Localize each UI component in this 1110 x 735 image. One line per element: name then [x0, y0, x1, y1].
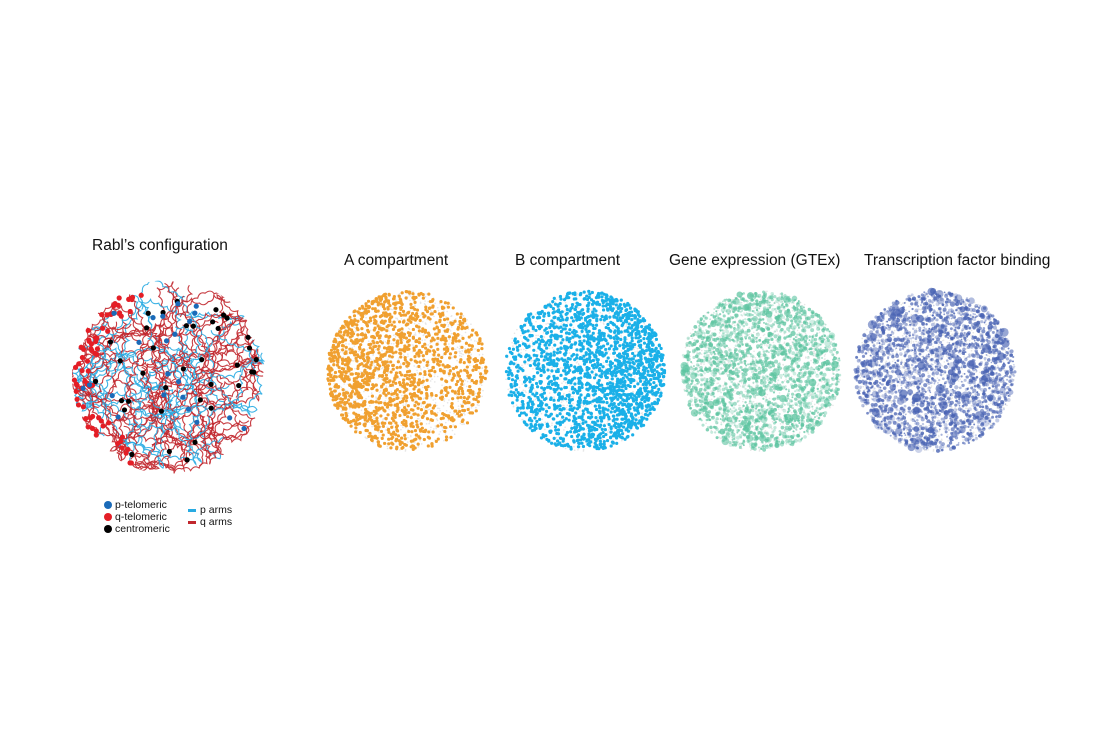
rabl-arm-legend: p arms q arms [188, 504, 232, 528]
a-compartment-title: A compartment [344, 252, 449, 269]
legend-q-arms: q arms [188, 516, 232, 528]
legend-p-arms: p arms [188, 504, 232, 516]
q-arms-swatch [188, 520, 196, 524]
tf-binding-circle [853, 287, 1017, 453]
rabl-configuration-circle [71, 280, 265, 474]
q-telomeric-swatch [104, 513, 112, 521]
centromeric-swatch [104, 525, 112, 533]
b-compartment-title: B compartment [515, 252, 621, 269]
gene-expression-circle [680, 290, 842, 452]
rabl-configuration-title: Rabl’s configuration [92, 237, 228, 254]
rabl-point-legend: p-telomeric q-telomeric centromeric [104, 499, 170, 535]
chromosome-arms [72, 280, 265, 474]
legend-p-telomeric: p-telomeric [104, 499, 170, 511]
expression-points [504, 289, 667, 451]
p-telomeric-swatch [104, 501, 112, 509]
q-arms-label: q arms [200, 516, 233, 528]
q-telomeric-label: q-telomeric [115, 511, 167, 523]
b-compartment-circle [504, 289, 667, 452]
centromeric-label: centromeric [115, 523, 170, 535]
legend-centromeric: centromeric [104, 523, 170, 535]
legend-q-telomeric: q-telomeric [104, 511, 170, 523]
expression-points [853, 287, 1017, 453]
gene-expression-title: Gene expression (GTEx) [669, 252, 841, 269]
expression-points [680, 290, 842, 452]
p-arms-label: p arms [200, 504, 233, 516]
p-arms-swatch [188, 508, 196, 512]
p-telomeric-label: p-telomeric [115, 499, 167, 511]
a-compartment-circle [326, 290, 489, 452]
expression-points [326, 290, 489, 452]
tf-binding-title: Transcription factor binding [864, 252, 1051, 269]
telomere-centromere-markers [71, 292, 259, 466]
